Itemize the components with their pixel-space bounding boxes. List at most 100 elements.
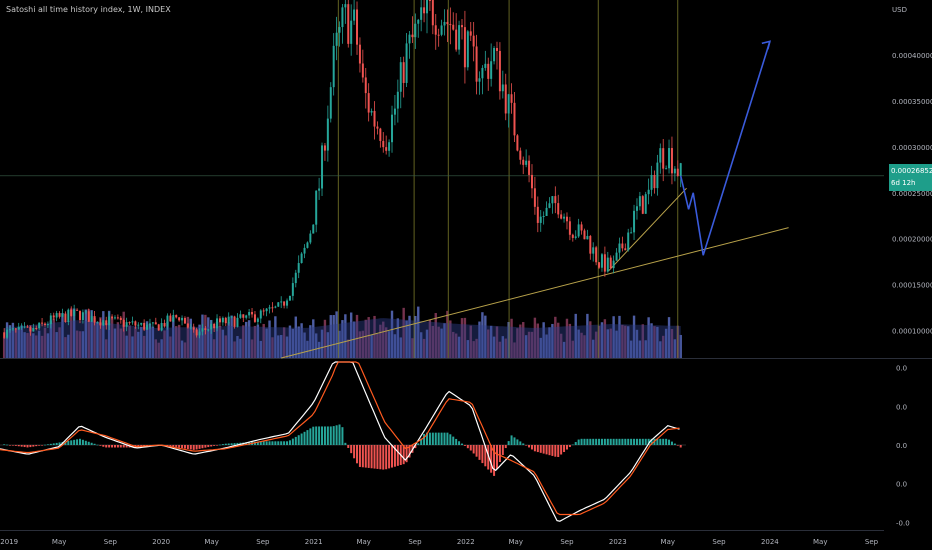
macd-histogram-bar bbox=[43, 444, 46, 446]
macd-histogram-bar bbox=[443, 432, 446, 445]
volume-bar bbox=[507, 321, 510, 358]
candle-body bbox=[265, 308, 268, 312]
macd-histogram-bar bbox=[428, 432, 431, 445]
volume-bar bbox=[382, 321, 385, 358]
volume-bar bbox=[239, 338, 242, 358]
candle-body bbox=[29, 327, 32, 332]
volume-moving-average bbox=[4, 318, 681, 358]
macd-histogram-bar bbox=[391, 445, 394, 468]
candle-body bbox=[283, 301, 286, 306]
candle-body bbox=[539, 216, 542, 223]
candle-body bbox=[306, 242, 309, 248]
candle-body bbox=[236, 317, 239, 327]
volume-bar bbox=[320, 329, 324, 358]
macd-histogram-bar bbox=[670, 441, 673, 445]
candle-body bbox=[143, 322, 146, 330]
macd-histogram-bar bbox=[519, 441, 522, 445]
candle-body bbox=[148, 323, 151, 325]
candle-body bbox=[411, 34, 414, 38]
volume-bar bbox=[527, 331, 531, 358]
volume-bar bbox=[326, 332, 330, 358]
macd-y-tick-label: 0.0 bbox=[896, 442, 907, 450]
macd-histogram-bar bbox=[635, 438, 638, 445]
macd-histogram-bar bbox=[210, 445, 213, 447]
candle-body bbox=[43, 323, 46, 325]
macd-histogram-bar bbox=[592, 438, 595, 445]
macd-histogram-bar bbox=[528, 445, 531, 448]
candle-body bbox=[192, 327, 195, 330]
candle-body bbox=[99, 322, 102, 326]
candle-body bbox=[530, 174, 533, 189]
candle-body bbox=[70, 309, 73, 316]
volume-bar bbox=[335, 311, 338, 358]
candle-body bbox=[399, 62, 402, 92]
candle-body bbox=[391, 114, 394, 143]
volume-bar bbox=[265, 328, 268, 358]
macd-histogram-bar bbox=[73, 439, 76, 445]
y-tick-label: 0.00020000 bbox=[892, 236, 932, 244]
volume-bar bbox=[341, 320, 344, 358]
macd-histogram-bar bbox=[119, 445, 122, 448]
x-tick-label: May bbox=[508, 538, 522, 546]
macd-histogram-bar bbox=[402, 445, 405, 465]
candle-body bbox=[8, 329, 11, 331]
volume-bar bbox=[384, 327, 388, 358]
volume-bar bbox=[274, 316, 277, 358]
macd-histogram-bar bbox=[113, 445, 116, 448]
volume-bar bbox=[554, 316, 557, 358]
candle-body bbox=[493, 47, 496, 62]
volume-bar bbox=[317, 341, 321, 358]
candle-body bbox=[542, 215, 545, 217]
volume-bar bbox=[644, 340, 647, 358]
volume-bar bbox=[568, 323, 572, 358]
macd-histogram-bar bbox=[656, 438, 659, 445]
candle-body bbox=[183, 317, 186, 324]
candle-body bbox=[609, 257, 612, 269]
macd-histogram-bar bbox=[186, 445, 189, 450]
macd-histogram-bar bbox=[268, 441, 271, 445]
macd-histogram-bar bbox=[297, 435, 300, 445]
candle-body bbox=[481, 67, 484, 79]
candle-body bbox=[309, 233, 312, 243]
macd-histogram-bar bbox=[11, 445, 14, 446]
macd-histogram-bar bbox=[256, 441, 259, 445]
candle-body bbox=[90, 316, 93, 322]
candle-body bbox=[382, 140, 385, 148]
candle-body bbox=[38, 322, 41, 329]
y-tick-label: 0.00025000 bbox=[892, 190, 932, 198]
volume-bar bbox=[443, 323, 446, 358]
macd-histogram-bar bbox=[460, 443, 463, 445]
macd-histogram-bar bbox=[600, 438, 603, 445]
candle-body bbox=[195, 329, 198, 336]
macd-histogram-bar bbox=[498, 445, 501, 462]
candle-body bbox=[650, 174, 653, 190]
candle-body bbox=[598, 262, 601, 268]
volume-bar bbox=[26, 333, 29, 358]
macd-histogram-bar bbox=[548, 445, 551, 456]
volume-bar bbox=[481, 312, 484, 358]
macd-histogram-bar bbox=[262, 441, 265, 445]
volume-bar bbox=[565, 318, 569, 358]
macd-histogram-bar bbox=[501, 445, 504, 456]
volume-bar bbox=[329, 315, 332, 358]
volume-bar bbox=[653, 326, 656, 358]
macd-histogram-bar bbox=[542, 445, 545, 454]
candle-body bbox=[522, 159, 525, 165]
volume-bar bbox=[72, 308, 76, 358]
macd-histogram-bar bbox=[227, 443, 230, 445]
candle-body bbox=[93, 316, 96, 323]
volume-bar bbox=[67, 334, 70, 358]
macd-histogram-bar bbox=[111, 445, 114, 448]
macd-histogram-bar bbox=[431, 432, 434, 445]
volume-bar bbox=[492, 336, 496, 358]
macd-histogram-bar bbox=[338, 424, 341, 445]
candle-body bbox=[166, 315, 169, 327]
macd-histogram-bar bbox=[341, 427, 344, 445]
macd-histogram-bar bbox=[586, 438, 589, 445]
macd-histogram-bar bbox=[516, 439, 519, 445]
volume-bar bbox=[650, 323, 653, 358]
macd-histogram-bar bbox=[647, 438, 650, 445]
volume-bar bbox=[516, 328, 519, 358]
